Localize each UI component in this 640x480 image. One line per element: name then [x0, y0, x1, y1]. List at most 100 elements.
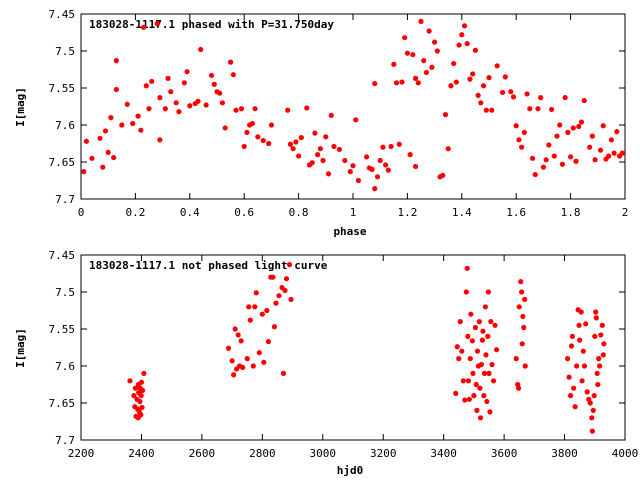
data-point [127, 378, 133, 384]
data-points [127, 262, 607, 434]
data-point [124, 101, 130, 107]
data-point [391, 61, 397, 67]
data-point [296, 153, 302, 159]
data-point [522, 363, 528, 369]
data-point [589, 415, 595, 421]
data-point [459, 348, 465, 354]
data-point [479, 337, 485, 343]
data-point [576, 123, 582, 130]
data-point [412, 163, 419, 170]
data-point [315, 152, 321, 158]
data-point [165, 75, 171, 81]
data-point [568, 154, 574, 160]
data-point [510, 94, 517, 100]
data-point [369, 166, 375, 172]
data-point [600, 123, 606, 129]
data-point [471, 393, 477, 399]
data-point [540, 164, 547, 170]
data-point [569, 333, 576, 339]
data-point [139, 404, 145, 411]
data-point [280, 370, 287, 376]
data-point [477, 415, 484, 421]
data-point [527, 106, 533, 112]
data-point [132, 385, 138, 391]
data-point [606, 153, 612, 159]
data-point [312, 130, 318, 136]
data-point [600, 352, 606, 358]
data-point [457, 319, 463, 325]
x-axis-label: phase [333, 225, 366, 238]
data-point [252, 106, 258, 112]
data-point [298, 134, 304, 141]
data-point [597, 363, 603, 369]
chart-title: 183028-1117.1 not phased light curve [89, 259, 328, 272]
data-point [228, 59, 234, 65]
data-point [113, 86, 119, 93]
data-point [317, 146, 323, 152]
x-tick-label: 1.2 [397, 206, 417, 219]
data-point [462, 397, 468, 403]
x-tick-label: 1.4 [452, 206, 472, 219]
data-point [309, 160, 315, 166]
data-point [461, 23, 468, 29]
data-point [230, 72, 236, 78]
data-point [453, 79, 459, 85]
data-point [489, 361, 495, 368]
data-point [592, 157, 598, 163]
data-point [138, 127, 144, 133]
x-tick-label: 3200 [370, 447, 397, 460]
data-point [493, 347, 500, 353]
data-point [566, 374, 572, 380]
data-point [246, 304, 252, 310]
data-point [241, 143, 247, 150]
data-point [273, 300, 279, 306]
data-point [570, 125, 576, 131]
data-point [276, 293, 282, 299]
data-point [154, 21, 160, 27]
data-point [583, 321, 589, 327]
x-tick-label: 0.4 [180, 206, 200, 219]
data-point [520, 313, 526, 320]
x-tick-label: 3800 [551, 447, 578, 460]
data-point [476, 319, 482, 325]
data-point [538, 95, 544, 101]
data-point [483, 352, 489, 358]
x-tick-label: 0.8 [289, 206, 309, 219]
data-point [259, 311, 265, 317]
data-point [217, 90, 223, 96]
data-point [377, 157, 383, 164]
data-point [573, 158, 579, 164]
data-point [578, 119, 585, 125]
data-point [513, 356, 519, 362]
data-point [143, 83, 149, 89]
data-point [470, 71, 476, 77]
x-tick-label: 2800 [249, 447, 276, 460]
data-point [568, 393, 574, 399]
data-point [474, 348, 481, 354]
data-point [138, 412, 144, 418]
data-point [587, 144, 593, 150]
x-axis-label: hjd0 [337, 464, 364, 477]
data-point [460, 378, 466, 384]
data-point [481, 370, 488, 376]
data-point [119, 122, 125, 128]
x-tick-label: 3600 [491, 447, 518, 460]
x-tick-label: 1.6 [506, 206, 526, 219]
data-point [456, 356, 462, 362]
data-point [451, 60, 457, 67]
data-point [83, 138, 90, 144]
data-point [463, 289, 469, 295]
data-point [157, 95, 163, 101]
data-point [350, 163, 356, 169]
data-point [579, 378, 585, 384]
data-point [524, 91, 530, 97]
data-point [323, 134, 329, 140]
data-point [584, 389, 590, 395]
data-point [421, 58, 427, 64]
data-point [445, 146, 451, 152]
data-point [482, 304, 488, 310]
data-point [208, 72, 215, 79]
data-point [372, 80, 378, 87]
data-point [516, 385, 522, 391]
